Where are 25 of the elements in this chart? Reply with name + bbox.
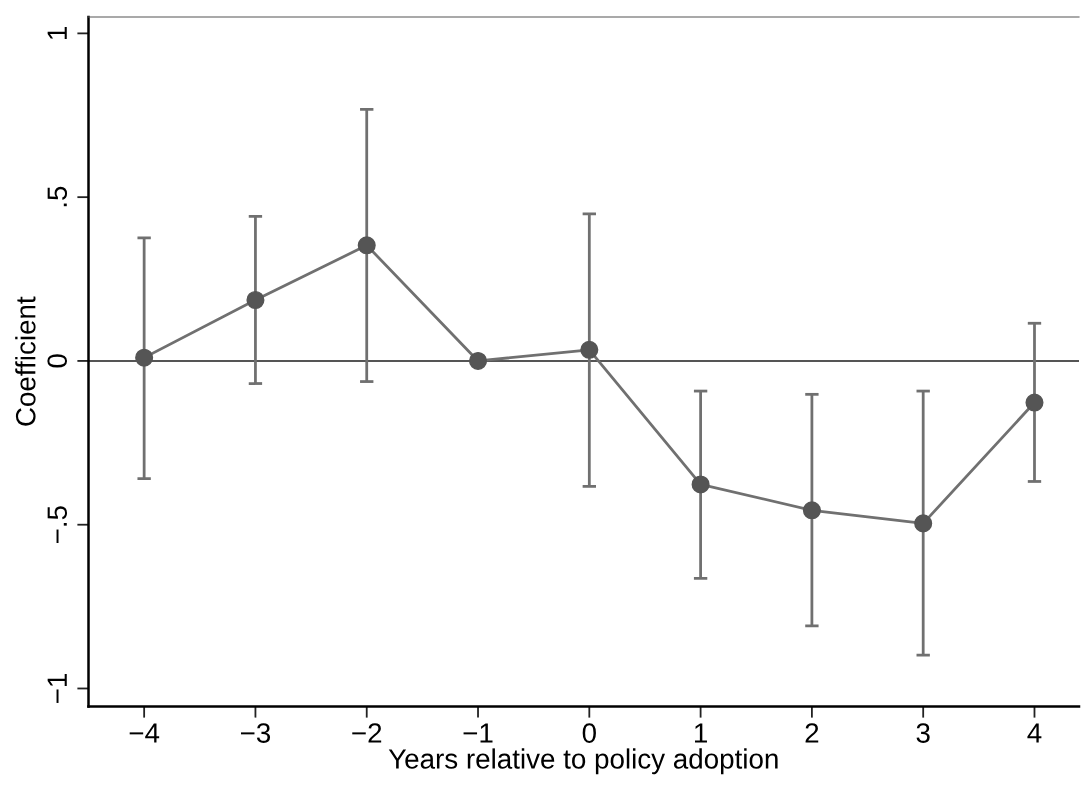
y-tick-label: .5 <box>47 186 68 207</box>
x-tick-label: −3 <box>240 723 271 743</box>
x-tick-label: −2 <box>352 723 382 743</box>
point <box>135 348 154 367</box>
x-tick-label: −4 <box>129 723 160 743</box>
point <box>357 236 376 255</box>
point <box>468 351 488 370</box>
point <box>802 501 821 520</box>
y-tick-label: −.5 <box>47 506 68 544</box>
y-axis-title: Coefficient <box>15 296 36 426</box>
x-tick-label: 3 <box>916 723 930 743</box>
point <box>580 340 599 359</box>
point <box>914 514 933 533</box>
x-axis-title: Years relative to policy adoption <box>388 748 778 775</box>
y-tick-label: −1 <box>47 674 67 703</box>
point <box>1025 393 1044 412</box>
point <box>246 290 265 310</box>
x-tick-label: −1 <box>463 723 493 743</box>
x-tick-label: 1 <box>695 723 707 743</box>
point <box>691 475 710 494</box>
x-tick-label: 0 <box>582 723 596 743</box>
y-tick-label: 1 <box>47 27 67 39</box>
x-tick-label: 4 <box>1027 723 1042 743</box>
y-tick-label: 0 <box>47 354 68 368</box>
x-tick-label: 2 <box>805 723 819 743</box>
